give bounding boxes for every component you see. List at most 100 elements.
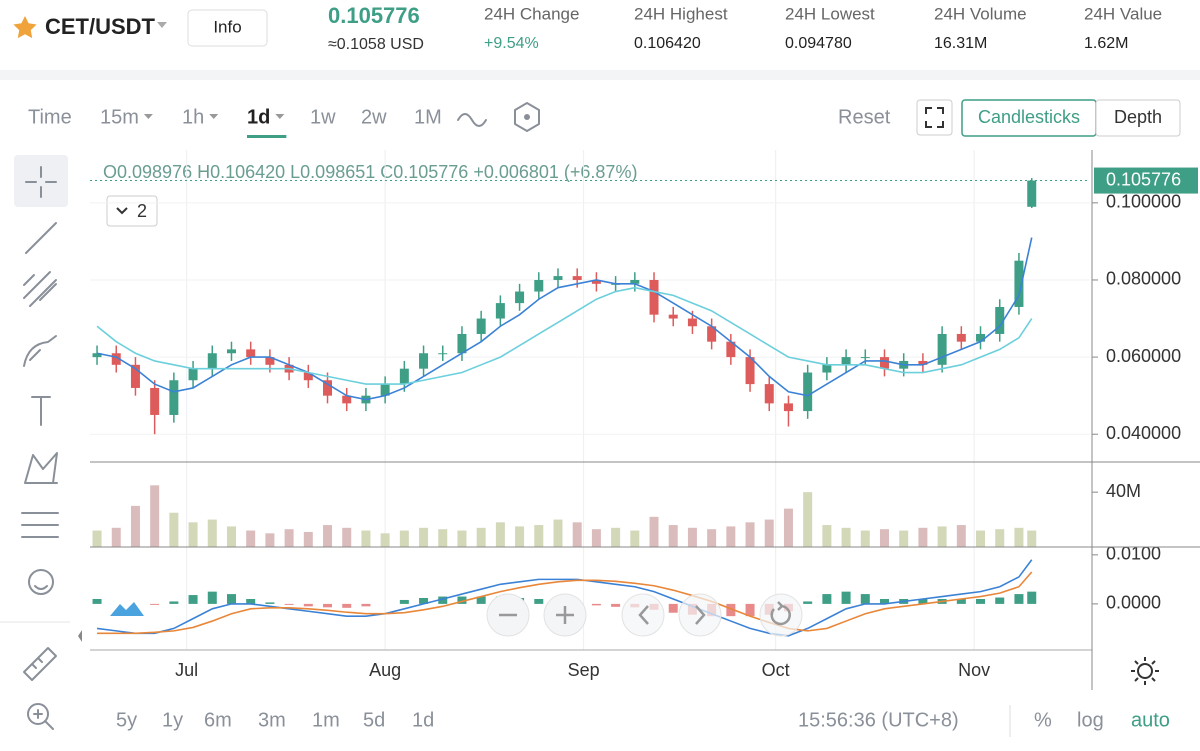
fullscreen-button[interactable] [916, 99, 953, 136]
candle-body [937, 333, 947, 365]
crosshair-tool[interactable] [14, 155, 68, 207]
scroll-right-button[interactable] [678, 593, 722, 637]
reset-button[interactable]: Reset [838, 106, 891, 128]
candle-body [553, 276, 563, 280]
macd-bar [246, 598, 256, 604]
candle-body [495, 303, 505, 319]
interval-caret[interactable] [143, 114, 153, 119]
candle-body [841, 357, 851, 365]
emoji-tool[interactable] [28, 569, 54, 595]
settings-icon[interactable] [514, 102, 540, 132]
info-button[interactable] [187, 9, 268, 47]
scroll-left-button[interactable] [621, 593, 665, 637]
range-option[interactable]: 3m [258, 709, 286, 731]
macd-bar [207, 591, 217, 604]
candle-body [668, 314, 678, 319]
indicator-icon[interactable] [457, 113, 487, 127]
pair-caret[interactable] [157, 22, 167, 28]
volume-bar [553, 519, 563, 547]
interval-option[interactable]: 2w [361, 106, 387, 128]
range-option[interactable]: 1y [162, 709, 183, 731]
settings-dot [524, 114, 530, 120]
channel-tool[interactable] [23, 271, 57, 307]
volume-bar [937, 526, 947, 547]
y-tick-label: 0.040000 [1106, 423, 1181, 443]
interval-caret[interactable] [275, 114, 285, 119]
macd-bar [668, 603, 678, 613]
volume-bar [918, 527, 928, 547]
interval-option[interactable]: 1d [247, 106, 270, 128]
clock: 15:56:36 (UTC+8) [798, 709, 959, 731]
stat-value: +9.54% [484, 35, 539, 52]
macd-bar [1027, 591, 1037, 604]
ruler-tool[interactable] [23, 647, 57, 681]
y-tick-label: 0.100000 [1106, 192, 1181, 212]
last-price-tag [1094, 167, 1198, 194]
text-tool[interactable] [31, 396, 51, 426]
candle-body [591, 279, 601, 284]
scale-option[interactable]: % [1034, 709, 1052, 731]
macd-bar [169, 601, 179, 604]
interval-option[interactable]: 1h [182, 106, 204, 128]
crosshair-icon [25, 166, 57, 198]
volume-bar [246, 530, 256, 547]
range-option[interactable]: 5d [363, 709, 385, 731]
range-option[interactable]: 6m [204, 709, 232, 731]
interval-option[interactable]: 15m [100, 106, 139, 128]
ohlc-legend: O0.098976 H0.106420 L0.098651 C0.105776 … [103, 162, 637, 182]
x-tick-label: Aug [369, 660, 401, 680]
reset-view-button[interactable] [759, 593, 803, 637]
volume-bar [284, 529, 294, 547]
candle-body [303, 372, 313, 381]
volume-bar [630, 530, 640, 547]
volume-bar [976, 530, 986, 547]
chart-tab-label[interactable]: Candlesticks [978, 107, 1080, 127]
info-label[interactable]: Info [213, 17, 241, 36]
interval-caret[interactable] [209, 114, 219, 119]
volume-bar [92, 530, 102, 547]
volume-bar [687, 527, 697, 547]
favorite-star[interactable] [13, 16, 37, 39]
fullscreen-icon [925, 107, 944, 128]
volume-bar [169, 512, 179, 547]
theme-toggle[interactable] [1137, 663, 1153, 679]
range-option[interactable]: 1d [412, 709, 434, 731]
indicator-count[interactable]: 2 [137, 201, 147, 221]
line-tool[interactable] [25, 222, 57, 254]
candle-body [572, 276, 582, 280]
zoom-tool[interactable] [27, 703, 49, 725]
candle-body [649, 279, 659, 315]
range-option[interactable]: 1m [312, 709, 340, 731]
y-tick-label: 0.060000 [1106, 346, 1181, 366]
pattern-tool[interactable] [24, 452, 58, 484]
interval-option[interactable]: 1M [414, 106, 442, 128]
fib-tool[interactable] [21, 512, 59, 538]
macd-bar [860, 594, 870, 604]
collapse-arrow[interactable] [78, 630, 82, 642]
macd-bar [226, 594, 236, 604]
macd-bar [803, 601, 813, 604]
volume-bar [534, 525, 544, 547]
volume-bar [150, 485, 160, 547]
chart-tab[interactable] [1095, 99, 1181, 137]
indicator-toggle[interactable] [106, 195, 158, 227]
zoom-icon [33, 709, 54, 730]
x-tick-label: Oct [762, 660, 790, 680]
candle-body [879, 357, 889, 369]
scale-option[interactable]: auto [1131, 709, 1170, 731]
pair-name[interactable]: CET/USDT [45, 14, 156, 39]
y-tick-label: 40M [1106, 481, 1141, 501]
range-option[interactable]: 5y [116, 709, 137, 731]
x-tick-label: Nov [958, 660, 990, 680]
y-tick-label: 0.080000 [1106, 269, 1181, 289]
volume-bar [515, 526, 525, 547]
scale-option[interactable]: log [1077, 709, 1104, 731]
interval-option[interactable]: 1w [310, 106, 336, 128]
chart-tab-label[interactable]: Depth [1114, 107, 1162, 127]
candle-body [457, 333, 467, 354]
candle-body [399, 368, 409, 385]
brush-tool[interactable] [23, 335, 57, 367]
candle-body [745, 357, 755, 385]
volume-bar [111, 527, 121, 547]
candle-body [188, 368, 198, 381]
